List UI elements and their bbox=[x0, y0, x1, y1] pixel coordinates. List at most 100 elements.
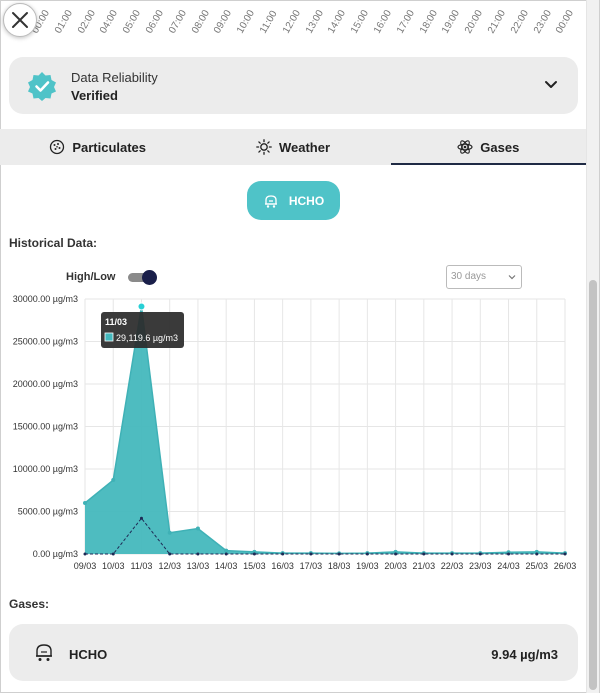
x-tick-label: 13/03 bbox=[187, 561, 210, 571]
toggle-track bbox=[128, 273, 154, 282]
tab-weather-label: Weather bbox=[278, 139, 331, 155]
hour-label: 10:00 bbox=[235, 8, 258, 36]
hour-label: 13:00 bbox=[303, 8, 326, 36]
data-point-high bbox=[224, 548, 229, 553]
data-point-high bbox=[111, 478, 116, 483]
hour-label: 11:00 bbox=[258, 8, 280, 36]
historical-chart: 30000.00 µg/m3 25000.00 µg/m3 20000.00 µg/… bbox=[13, 294, 577, 571]
data-point-high bbox=[195, 526, 200, 531]
range-select[interactable]: 30 days bbox=[446, 265, 522, 289]
y-tick-label: 15000.00 µg/m3 bbox=[13, 422, 78, 432]
data-point-low bbox=[111, 552, 115, 556]
x-tick-label: 23/03 bbox=[469, 561, 492, 571]
scrollbar[interactable] bbox=[586, 0, 599, 693]
data-point-low bbox=[365, 552, 369, 556]
tooltip-value: 29,119.6 µg/m3 bbox=[116, 333, 178, 343]
x-tick-label: 09/03 bbox=[74, 561, 97, 571]
gas-selector-hcho[interactable]: HCHO bbox=[247, 181, 340, 220]
hour-timeline: 00:00 01:00 02:00 04:00 05:00 06:00 07:00 08:00… bbox=[30, 0, 578, 44]
data-point-low bbox=[252, 552, 256, 556]
data-point-low bbox=[168, 552, 172, 556]
particulates-icon bbox=[50, 139, 65, 155]
y-tick-label: 0.00 µg/m3 bbox=[33, 549, 78, 559]
data-point-high bbox=[252, 549, 257, 554]
data-point-low bbox=[450, 552, 454, 556]
tab-weather[interactable]: Weather bbox=[195, 129, 390, 165]
series-high-area bbox=[85, 306, 565, 554]
gas-sensor-icon bbox=[36, 644, 52, 661]
toggle-knob bbox=[142, 270, 157, 285]
close-icon bbox=[12, 12, 28, 28]
scrollbar-thumb[interactable] bbox=[589, 280, 597, 690]
data-point-high bbox=[534, 549, 539, 554]
data-point-low bbox=[196, 552, 200, 556]
data-point-high bbox=[83, 501, 87, 505]
hour-label: 16:00 bbox=[372, 8, 395, 36]
verified-badge-icon bbox=[28, 72, 56, 101]
data-point-low bbox=[394, 552, 398, 556]
data-point-highlight bbox=[137, 302, 146, 311]
gas-name: HCHO bbox=[69, 647, 108, 662]
tooltip-box bbox=[101, 312, 184, 348]
x-tick-label: 11/03 bbox=[131, 561, 153, 571]
data-point-high bbox=[393, 549, 398, 554]
chevron-down-icon[interactable] bbox=[544, 77, 558, 91]
x-tick-label: 20/03 bbox=[384, 561, 407, 571]
gas-card-hcho[interactable]: HCHO 9.94 µg/m3 bbox=[9, 624, 578, 681]
sun-icon bbox=[256, 139, 272, 155]
x-tick-label: 24/03 bbox=[497, 561, 520, 571]
tab-gases[interactable]: Gases bbox=[390, 129, 587, 165]
hour-label: 04:00 bbox=[98, 8, 121, 36]
y-tick-label: 10000.00 µg/m3 bbox=[13, 464, 78, 474]
tab-gases-label: Gases bbox=[480, 139, 520, 155]
data-point-low bbox=[281, 552, 285, 556]
hour-label: 08:00 bbox=[189, 8, 212, 36]
y-tick-label: 5000.00 µg/m3 bbox=[18, 507, 78, 517]
hour-label: 15:00 bbox=[349, 8, 372, 36]
hour-label: 23:00 bbox=[531, 8, 554, 36]
y-tick-label: 25000.00 µg/m3 bbox=[13, 337, 78, 347]
tab-particulates-label: Particulates bbox=[72, 139, 147, 155]
gas-selector-label: HCHO bbox=[288, 193, 325, 208]
chevron-down-icon bbox=[508, 275, 516, 280]
data-reliability-card[interactable]: Data Reliability Verified bbox=[9, 57, 578, 114]
data-point-low bbox=[478, 552, 482, 556]
close-button[interactable] bbox=[3, 3, 37, 37]
high-low-toggle[interactable] bbox=[128, 270, 157, 285]
high-low-toggle-label: High/Low bbox=[66, 271, 116, 283]
hour-label: 22:00 bbox=[508, 8, 531, 36]
x-tick-label: 16/03 bbox=[271, 561, 294, 571]
reliability-label: Data Reliability bbox=[71, 70, 158, 85]
reliability-value: Verified bbox=[71, 88, 118, 103]
data-point-low bbox=[224, 552, 228, 556]
x-tick-label: 25/03 bbox=[525, 561, 548, 571]
hour-label: 05:00 bbox=[121, 8, 144, 36]
data-point-low bbox=[83, 552, 87, 556]
data-point-low bbox=[139, 516, 143, 520]
hour-label: 02:00 bbox=[75, 8, 98, 36]
hour-label: 19:00 bbox=[440, 8, 463, 36]
data-point-high bbox=[167, 530, 172, 535]
series-high-line bbox=[84, 306, 566, 555]
x-tick-label: 17/03 bbox=[300, 561, 323, 571]
y-tick-label: 20000.00 µg/m3 bbox=[13, 379, 78, 389]
tooltip-swatch bbox=[104, 332, 114, 342]
hour-label: 14:00 bbox=[326, 8, 349, 36]
atom-icon bbox=[457, 140, 473, 154]
x-tick-label: 14/03 bbox=[215, 561, 238, 571]
data-point-low bbox=[535, 552, 539, 556]
hour-label: 18:00 bbox=[417, 8, 440, 36]
hour-label: 07:00 bbox=[166, 8, 189, 36]
x-tick-label: 15/03 bbox=[243, 561, 266, 571]
range-select-value: 30 days bbox=[451, 271, 487, 282]
hour-label: 01:00 bbox=[52, 8, 75, 36]
gases-section-title: Gases: bbox=[9, 597, 50, 611]
x-tick-label: 19/03 bbox=[356, 561, 379, 571]
tooltip-date: 11/03 bbox=[105, 317, 127, 327]
data-point-low bbox=[309, 552, 313, 556]
x-tick-label: 18/03 bbox=[328, 561, 351, 571]
hour-label: 17:00 bbox=[394, 8, 417, 36]
hour-label: 20:00 bbox=[463, 8, 486, 36]
hour-label: 21:00 bbox=[486, 8, 509, 36]
tab-particulates[interactable]: Particulates bbox=[0, 129, 195, 165]
